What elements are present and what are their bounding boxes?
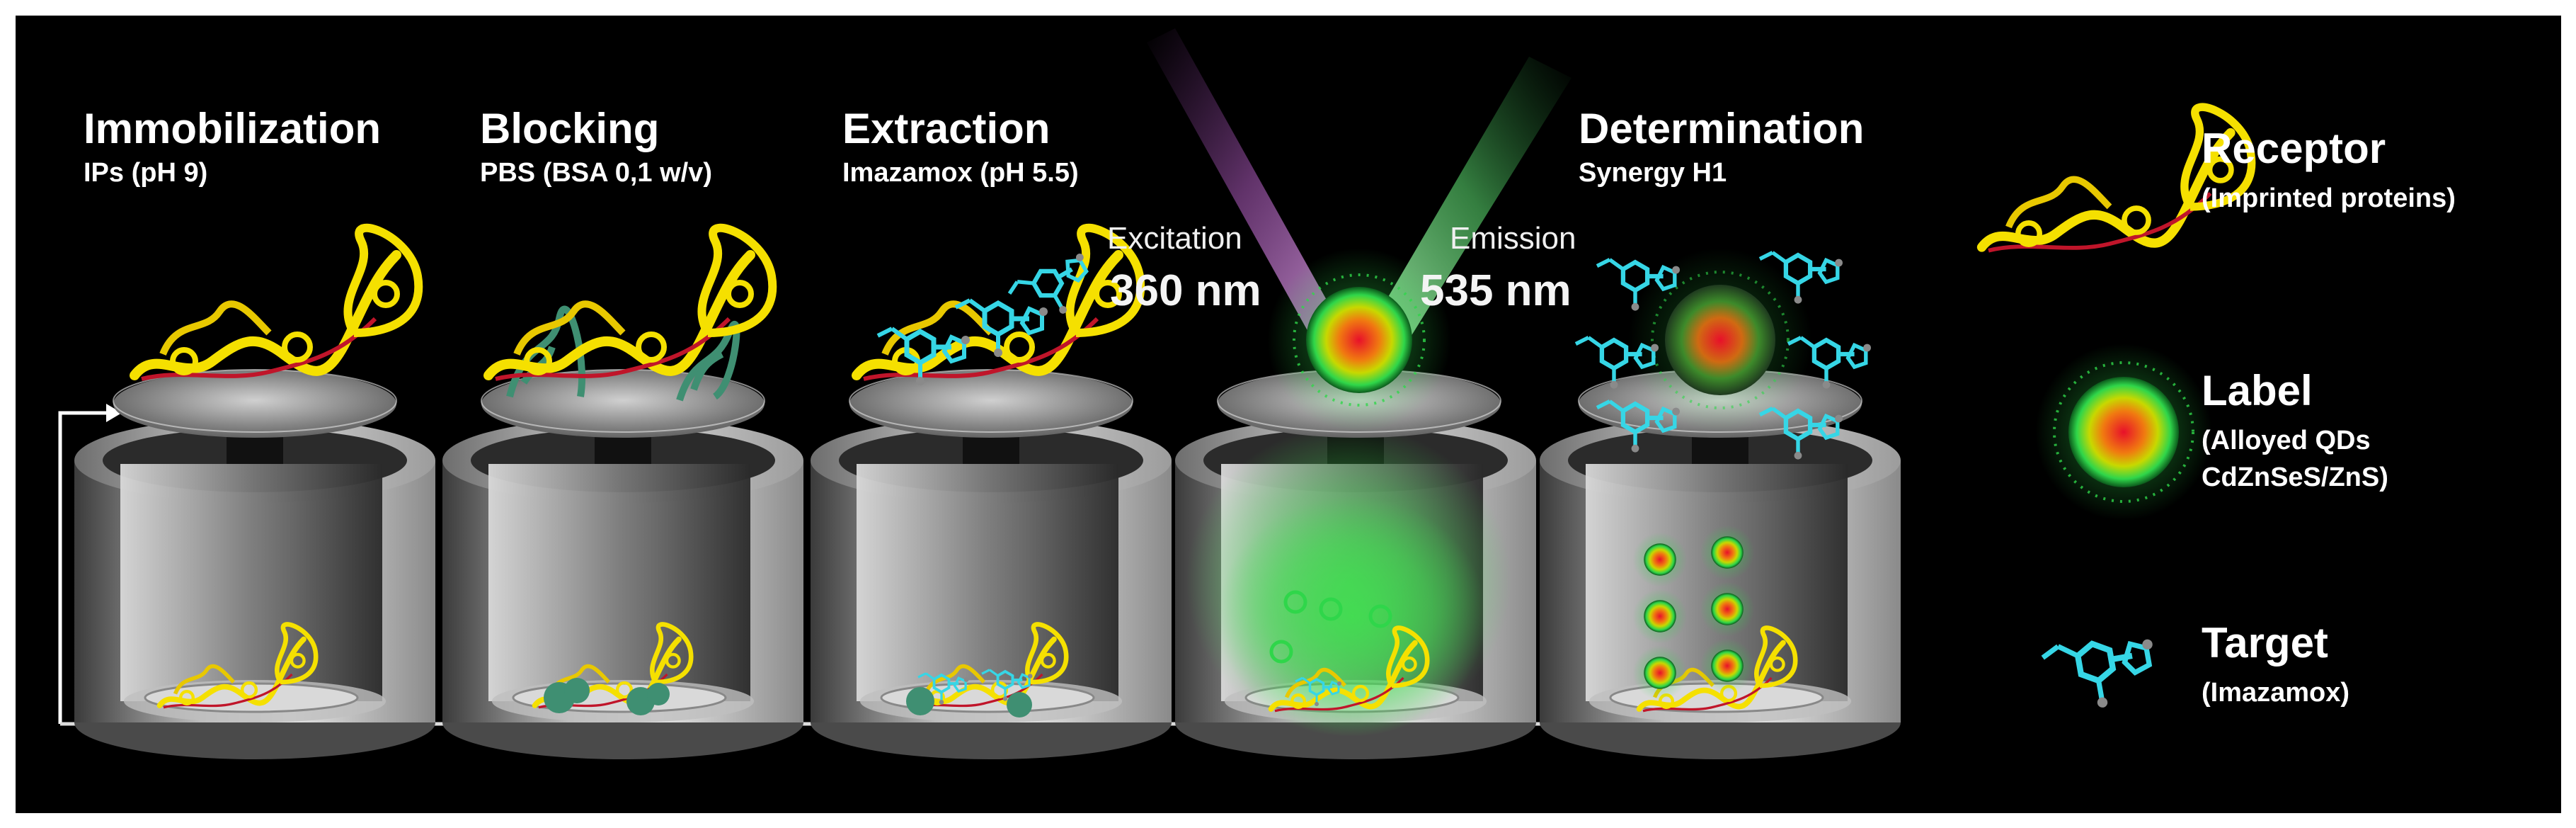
disc-immobilization: [113, 228, 418, 438]
plate-disc-icon: [113, 369, 397, 438]
legend-label-icon: [2035, 344, 2212, 521]
disc-determination: [1576, 248, 1871, 460]
well-icon: [73, 416, 437, 761]
step-subtitle-determination: Synergy H1: [1579, 158, 1727, 188]
excitation-wavelength: 360 nm: [1110, 266, 1261, 315]
legend-target-desc: (Imazamox): [2202, 678, 2350, 708]
step-title-blocking: Blocking: [480, 105, 660, 152]
protein-icon: [488, 228, 772, 379]
legend-label-desc-2: CdZnSeS/ZnS): [2202, 463, 2388, 492]
blocker-clusters: [544, 678, 670, 715]
step-subtitle-extraction: Imazamox (pH 5.5): [842, 158, 1079, 188]
disc-detection: [1147, 28, 1572, 438]
step-title-immobilization: Immobilization: [84, 105, 381, 152]
step-title-extraction: Extraction: [842, 105, 1051, 152]
well-immobilization: [73, 416, 437, 761]
excitation-label: Excitation: [1107, 221, 1242, 256]
step-subtitle-blocking: PBS (BSA 0,1 w/v): [480, 158, 713, 188]
well-icon: [441, 416, 805, 761]
quantum-dot-icon: [1267, 248, 1451, 432]
well-determination: [1538, 416, 1902, 761]
free-dots: [1269, 590, 1392, 664]
step-subtitle-immobilization: IPs (pH 9): [84, 158, 208, 188]
well-blocking: [441, 416, 805, 761]
disc-blocking: [481, 228, 772, 438]
legend-receptor-desc: (Imprinted proteins): [2202, 183, 2456, 213]
plate-disc-icon: [849, 369, 1133, 438]
emission-label: Emission: [1450, 221, 1576, 256]
quantum-dot-icon: [2035, 344, 2212, 521]
well-icon: [809, 416, 1173, 761]
well-extraction: [809, 416, 1173, 761]
well-detection: [1174, 416, 1538, 761]
legend-target-title: Target: [2202, 619, 2328, 667]
quantum-dot-icon: [1628, 248, 1812, 432]
legend-label-title: Label: [2202, 367, 2313, 414]
excitation-beam: [1147, 28, 1345, 347]
legend-receptor-title: Receptor: [2202, 125, 2386, 172]
cycle-arrow: [58, 404, 1826, 726]
emission-beam: [1373, 57, 1572, 340]
molecule-icon: [2042, 630, 2162, 717]
protein-icon: [134, 228, 418, 379]
step-title-determination: Determination: [1579, 105, 1865, 152]
legend-target-icon: [2042, 630, 2162, 717]
disc-extraction: [849, 228, 1140, 438]
legend-label-desc-1: (Alloyed QDs: [2202, 426, 2371, 455]
emission-wavelength: 535 nm: [1420, 266, 1572, 315]
